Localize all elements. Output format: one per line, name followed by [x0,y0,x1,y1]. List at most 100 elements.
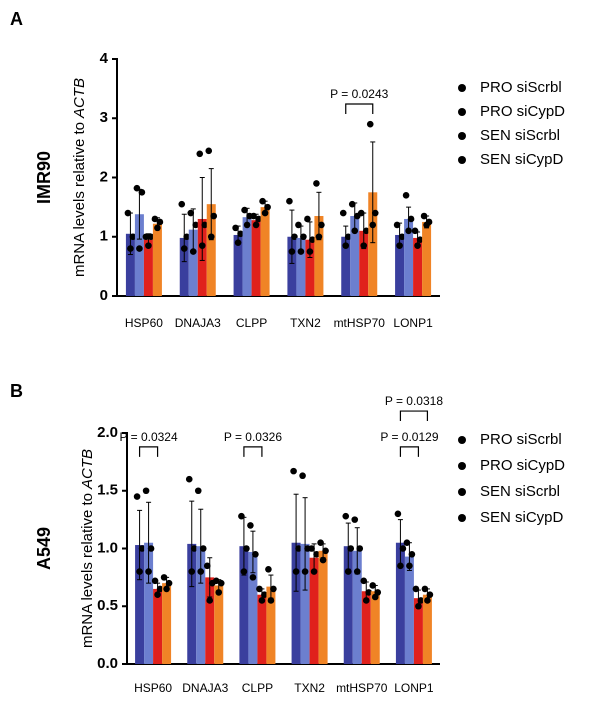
data-point [300,233,307,241]
data-point [133,184,141,192]
panel-letter: B [10,381,23,401]
legend-label: SEN siCypD [480,509,564,526]
cell-line-label: IMR90 [34,151,54,204]
data-point [286,197,293,205]
bar [350,216,360,296]
data-point [295,221,302,229]
data-point [192,221,200,229]
data-point [261,591,268,598]
bar [343,546,353,664]
bar [404,556,414,664]
bar [296,237,306,296]
data-point [342,242,350,249]
legend-marker [458,514,466,522]
data-point [255,215,262,223]
data-point [301,568,309,575]
data-point [411,227,419,235]
p-value-label: P = 0.0129 [380,430,438,444]
y-tick-label: 1.5 [97,482,118,499]
data-point [398,233,406,241]
data-point [405,227,412,235]
bar [257,594,267,664]
data-point [180,245,188,252]
data-point [241,206,248,214]
data-point [210,212,218,220]
x-tick-label: TXN2 [290,316,321,330]
bar [239,546,249,664]
data-point [238,512,245,520]
p-value-label: P = 0.0326 [224,430,282,444]
data-point [366,120,374,128]
data-point [151,577,159,585]
data-point [267,597,275,604]
bar [395,234,405,296]
bar [188,229,198,296]
bar [179,237,189,296]
legend-label: PRO siScrbl [480,79,562,96]
data-point [414,242,421,249]
data-point [156,585,164,593]
bar [152,223,162,296]
legend-marker [458,132,466,140]
data-point [217,579,225,587]
data-point [348,200,356,208]
significance-bracket [399,446,420,457]
bar [413,237,423,296]
data-point [313,180,320,187]
data-point [288,248,296,255]
bar [205,577,215,664]
data-point [353,568,361,575]
data-point [351,516,359,523]
x-tick-label: mtHSP70 [334,316,386,330]
data-point [194,487,202,495]
data-point [142,233,150,241]
data-point [136,568,143,575]
data-point [142,487,150,495]
data-point [265,565,272,573]
data-point [315,233,323,241]
data-point [406,562,413,570]
data-point [344,568,352,575]
x-tick-label: HSP60 [125,316,163,330]
bar [395,542,405,664]
data-point [396,242,403,249]
x-tick-label: LONP1 [393,316,433,330]
bar [305,239,315,296]
data-point [310,568,318,575]
bar [135,545,145,664]
bar [318,550,328,664]
legend-label: SEN siScrbl [480,127,560,144]
data-point [190,545,198,552]
data-point [212,577,220,585]
data-point [362,227,370,235]
data-point [399,545,407,552]
data-point [249,574,257,581]
data-point [344,233,352,241]
data-point [185,475,193,483]
significance-bracket [345,103,374,115]
bar [300,543,310,664]
bar [251,220,261,296]
bar [196,546,206,664]
data-point [247,522,254,529]
y-tick-label: 0 [100,287,108,304]
bar [143,239,153,296]
legend-label: PRO siCypD [480,457,565,474]
data-point [243,545,250,552]
data-point [264,203,271,211]
data-point [133,493,141,500]
significance-bracket [399,410,429,422]
data-point [136,245,143,252]
x-tick-label: CLPP [242,681,273,695]
significance-bracket [243,446,263,457]
data-point [297,248,305,255]
data-point [258,597,266,604]
x-tick-label: LONP1 [394,681,434,695]
bar [233,234,243,296]
data-point [163,585,170,593]
data-point [198,242,206,249]
data-point [356,545,364,552]
data-point [201,221,209,229]
data-point [215,589,223,596]
